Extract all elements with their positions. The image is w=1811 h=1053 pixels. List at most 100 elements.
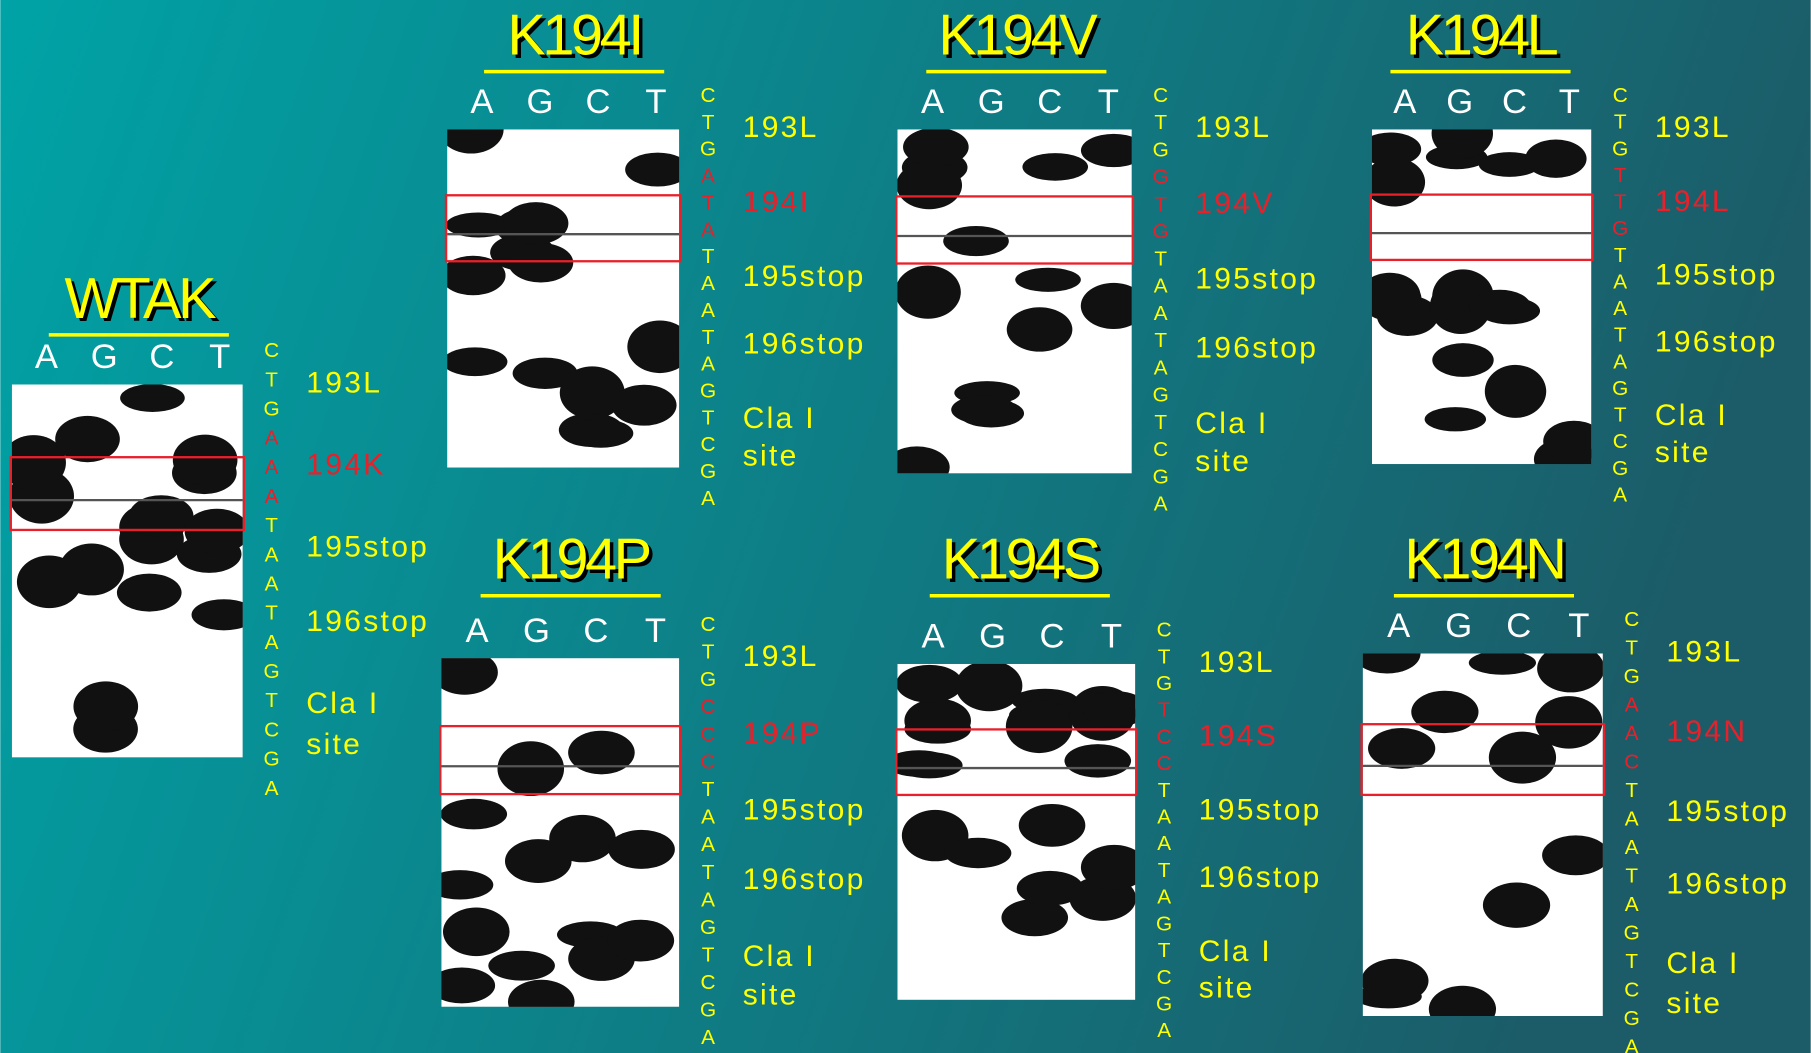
gel-band	[1535, 696, 1602, 749]
lane-label: T	[1098, 83, 1119, 121]
gel-band	[1019, 804, 1086, 847]
position-label: Cla I	[306, 687, 379, 720]
gel-band	[497, 741, 564, 796]
lane-label: A	[470, 83, 494, 121]
position-label: 194S	[1199, 720, 1278, 753]
panel-title: K194N	[1404, 528, 1563, 592]
panel-title: K194L	[1406, 4, 1558, 68]
position-label: 193L	[1195, 111, 1271, 144]
position-label: 194I	[743, 186, 811, 219]
sequence: CTG	[1156, 619, 1172, 695]
panel-title: K194V	[938, 4, 1098, 68]
gel-band	[440, 799, 507, 830]
gel-band	[1015, 268, 1081, 292]
lane-label: T	[209, 338, 230, 376]
panel-title: K194P	[493, 528, 650, 592]
sequence: CTG	[1624, 609, 1640, 689]
position-label: Cla I	[1666, 947, 1739, 980]
position-label: 194P	[743, 717, 822, 750]
gel	[886, 660, 1149, 999]
position-label: 196stop	[1655, 326, 1778, 359]
gel-band	[1485, 365, 1546, 418]
position-label: site	[743, 978, 799, 1011]
gel	[439, 105, 693, 467]
gel-band	[1411, 691, 1478, 733]
position-label: 193L	[743, 640, 819, 673]
gel-band	[1368, 728, 1435, 769]
position-label: 196stop	[1199, 861, 1322, 894]
gel-band	[608, 920, 675, 962]
lane-label: C	[1506, 607, 1531, 645]
gel-band	[173, 435, 238, 486]
position-label: 196stop	[743, 328, 866, 361]
gel-band	[903, 128, 969, 166]
position-label: Cla I	[743, 402, 816, 435]
position-label: site	[1666, 987, 1722, 1020]
gel-band	[443, 907, 510, 956]
gel-band	[568, 731, 635, 775]
position-label: site	[1655, 436, 1711, 469]
gel	[427, 650, 679, 1024]
lane-label: C	[149, 338, 174, 376]
gel-band	[1425, 407, 1486, 431]
gel-band	[1022, 153, 1088, 181]
gel-band	[945, 838, 1012, 868]
lane-label: G	[91, 338, 118, 376]
gel	[1, 384, 256, 757]
gel-band	[896, 752, 963, 778]
gel-band	[120, 384, 185, 412]
lane-label: A	[922, 618, 946, 656]
lane-label: G	[1445, 607, 1472, 645]
position-label: 194K	[306, 448, 385, 481]
gel-band	[1006, 700, 1073, 753]
position-label: Cla I	[1655, 399, 1728, 432]
gel-band	[442, 347, 507, 376]
sequence: CCC	[701, 696, 716, 774]
position-label: 195stop	[1199, 794, 1322, 827]
gel	[1359, 108, 1604, 480]
gel-band	[549, 815, 616, 862]
position-label: 195stop	[306, 530, 429, 563]
lane-label: C	[1502, 83, 1527, 121]
position-label: Cla I	[1195, 407, 1268, 440]
lane-label: A	[35, 338, 59, 376]
position-label: 193L	[1199, 646, 1275, 679]
gel-band	[1483, 882, 1550, 927]
sequence: CTG	[700, 613, 716, 691]
lane-label: G	[978, 83, 1005, 121]
lane-label: C	[583, 612, 608, 650]
position-label: 196stop	[743, 863, 866, 896]
gel	[1353, 634, 1609, 1033]
lane-label: T	[645, 612, 666, 650]
position-label: 196stop	[1666, 867, 1789, 900]
lane-label: C	[585, 83, 610, 121]
position-label: Cla I	[1199, 935, 1272, 968]
gel-band	[943, 226, 1009, 256]
gel-band	[1525, 140, 1586, 178]
gel-band	[503, 202, 568, 244]
gel-band	[895, 266, 961, 319]
gel-band	[951, 395, 1017, 424]
gel-band	[508, 243, 573, 282]
gel-band	[956, 660, 1023, 711]
sequence: AAA	[265, 427, 279, 508]
position-label: 195stop	[1666, 795, 1789, 828]
lane-label: C	[1037, 83, 1062, 121]
lane-label: G	[1446, 83, 1473, 121]
gel-band	[1064, 744, 1131, 777]
position-label: 195stop	[743, 260, 866, 293]
gel-band	[117, 574, 182, 612]
gel-band	[185, 509, 250, 554]
position-label: 196stop	[1195, 331, 1318, 364]
panel-title: K194S	[942, 528, 1099, 592]
position-label: site	[1195, 445, 1251, 478]
gel	[884, 128, 1146, 489]
position-label: 195stop	[1195, 263, 1318, 296]
